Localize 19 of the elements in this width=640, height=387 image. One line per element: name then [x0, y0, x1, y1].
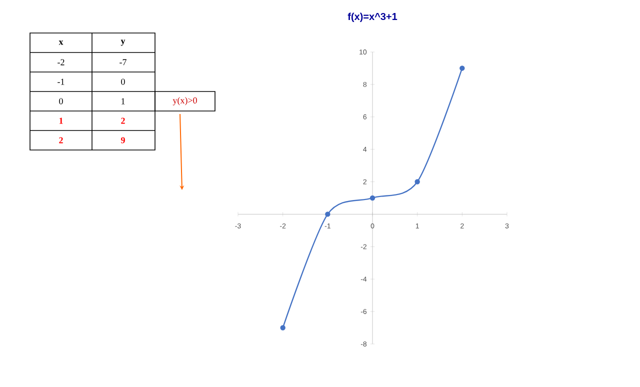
- text: 9: [121, 137, 125, 144]
- point: [280, 325, 286, 330]
- chart-title: f(x)=x^3+1: [348, 12, 398, 22]
- text: y(x)>0: [172, 97, 197, 106]
- text: 0: [121, 78, 125, 85]
- text: 0: [59, 98, 63, 104]
- point: [370, 195, 376, 201]
- point: [460, 66, 465, 71]
- text: 2: [59, 137, 63, 144]
- text: 2: [121, 118, 125, 124]
- text: x: [58, 40, 64, 45]
- text: y: [120, 40, 126, 46]
- text: 1: [59, 118, 63, 124]
- point: [414, 179, 420, 184]
- text: -7: [120, 59, 126, 66]
- text: -1: [58, 78, 64, 85]
- text: 1: [122, 98, 125, 104]
- point: [325, 212, 330, 217]
- text: -2: [58, 59, 64, 66]
